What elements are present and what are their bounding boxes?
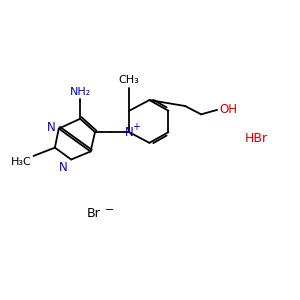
Text: HBr: HBr (245, 132, 268, 145)
Text: N: N (59, 161, 68, 174)
Text: H₃C: H₃C (11, 158, 32, 167)
Text: +: + (132, 122, 140, 132)
Text: CH₃: CH₃ (119, 75, 140, 85)
Text: N: N (46, 121, 55, 134)
Text: −: − (105, 205, 114, 215)
Text: OH: OH (220, 103, 238, 116)
Text: NH₂: NH₂ (70, 86, 91, 97)
Text: N: N (125, 126, 134, 139)
Text: Br: Br (87, 207, 100, 220)
